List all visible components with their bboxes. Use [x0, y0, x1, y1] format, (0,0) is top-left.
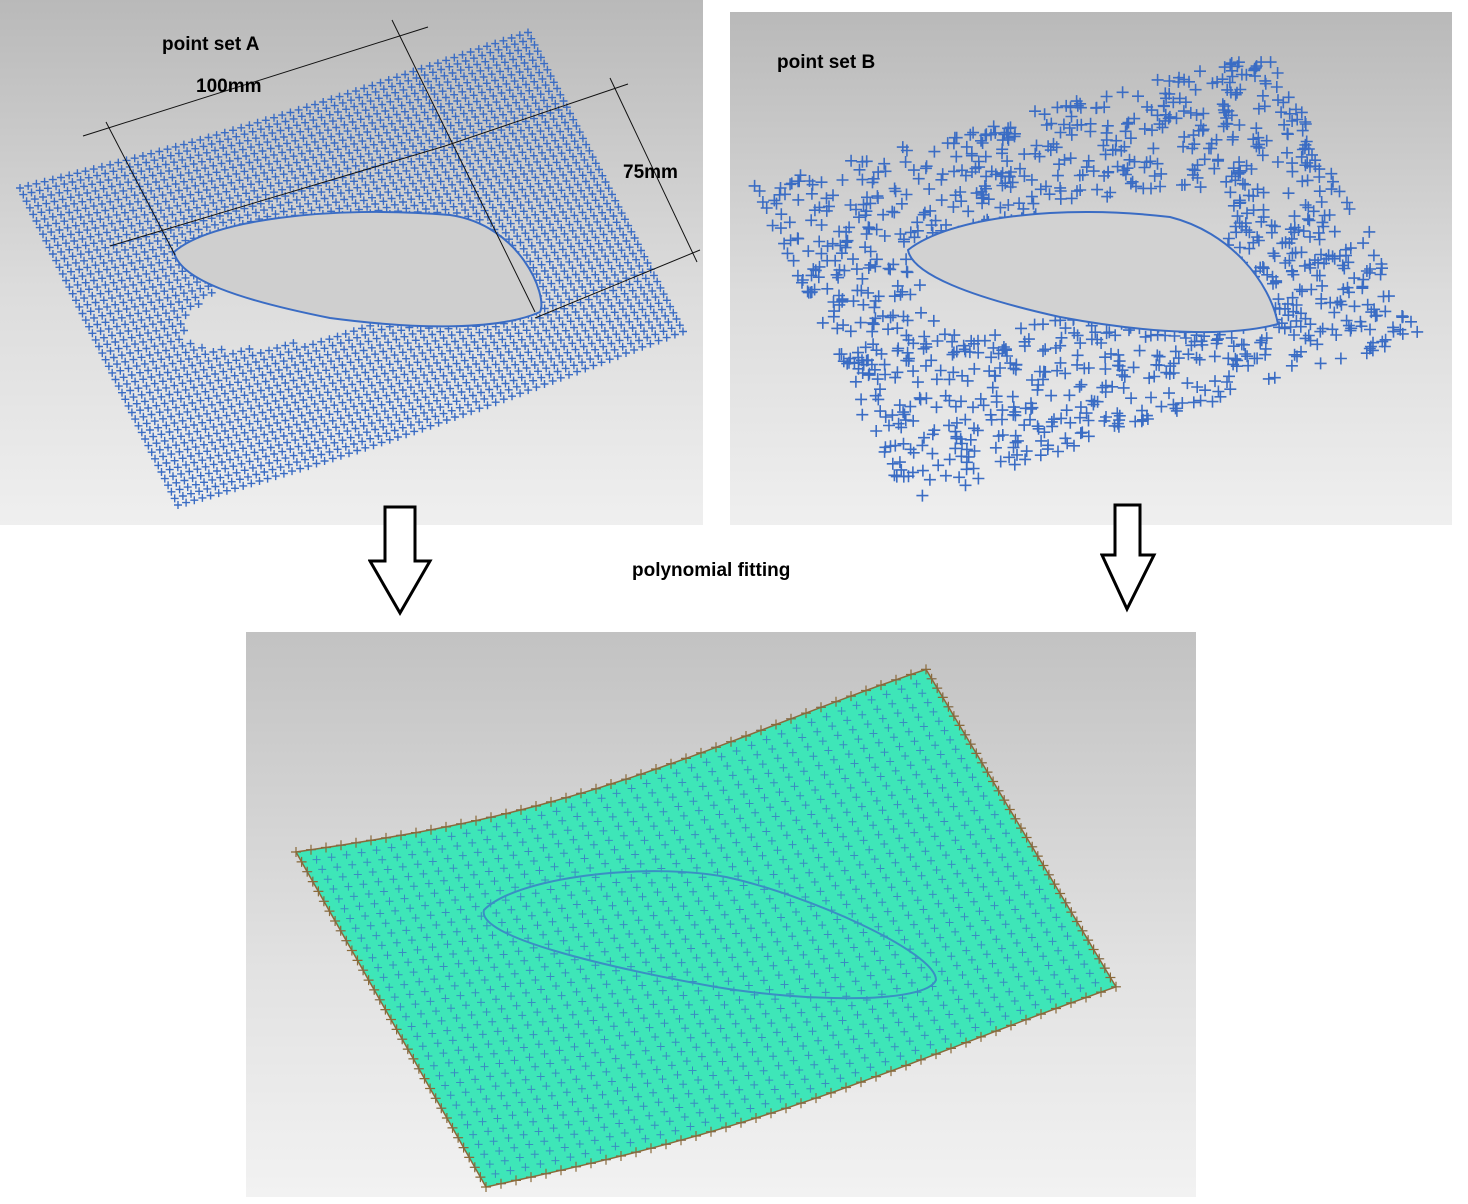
fitted-surface-plot — [291, 664, 1121, 1192]
hole-boundary-curve — [482, 870, 938, 1000]
down-arrow-right-icon — [1100, 503, 1157, 613]
point-set-b-title: point set B — [777, 52, 876, 73]
fitted-surface-view — [246, 632, 1196, 1197]
dimension-lines — [82, 19, 701, 319]
hole-boundary — [172, 210, 543, 328]
surface-edge-markers — [291, 664, 1121, 1192]
hole-boundary — [906, 211, 1280, 334]
point-set-b-plot — [748, 56, 1424, 502]
point-set-a-view: point set A 100mm 75mm — [0, 0, 703, 525]
process-label: polynomial fitting — [632, 560, 791, 581]
down-arrow-left-icon — [368, 505, 433, 617]
point-set-a-plot — [16, 19, 701, 509]
point-set-b-view: point set B — [730, 12, 1452, 525]
dimension-width-label: 100mm — [196, 76, 262, 97]
point-set-a-title: point set A — [162, 34, 260, 55]
dimension-height-label: 75mm — [623, 162, 678, 183]
